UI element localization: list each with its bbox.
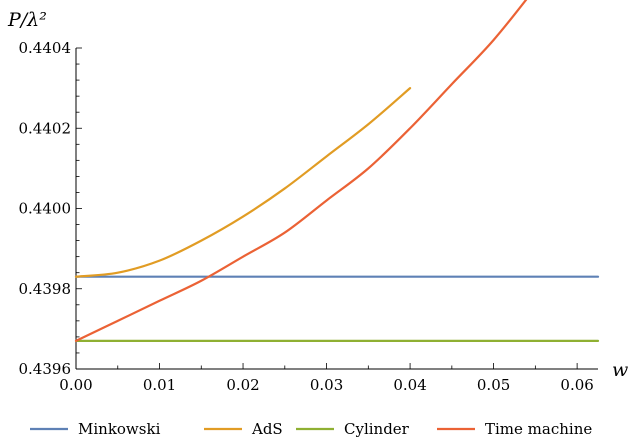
legend-label-minkowski: Minkowski — [78, 420, 161, 438]
y-axis-label: P/λ² — [7, 9, 47, 31]
series-line-time-machine — [74, 0, 528, 343]
legend-label-ads: AdS — [251, 420, 283, 438]
legend-label-time-machine: Time machine — [485, 420, 592, 438]
x-tick-label: 0.04 — [393, 376, 426, 394]
x-tick-label: 0.00 — [59, 376, 92, 394]
y-tick-label: 0.4404 — [19, 39, 72, 57]
x-tick-label: 0.02 — [226, 376, 259, 394]
x-tick-label: 0.03 — [310, 376, 343, 394]
series-line-ads — [74, 87, 412, 278]
y-tick-label: 0.4402 — [19, 119, 72, 137]
x-tick-label: 0.01 — [143, 376, 176, 394]
legend-label-cylinder: Cylinder — [344, 420, 410, 438]
legend: Minkowski AdS Cylinder Time machine — [30, 420, 592, 438]
y-tick-label: 0.4396 — [19, 360, 72, 378]
x-tick-label: 0.06 — [560, 376, 593, 394]
axes: 0.00 0.01 0.02 0.03 0.04 0.05 0.06 0.4396 0.4398… — [19, 39, 598, 394]
x-tick-label: 0.05 — [477, 376, 510, 394]
y-tick-label: 0.4400 — [19, 200, 72, 218]
series-lines — [74, 0, 600, 343]
y-tick-label: 0.4398 — [19, 280, 72, 298]
x-axis-label: w — [612, 359, 628, 381]
